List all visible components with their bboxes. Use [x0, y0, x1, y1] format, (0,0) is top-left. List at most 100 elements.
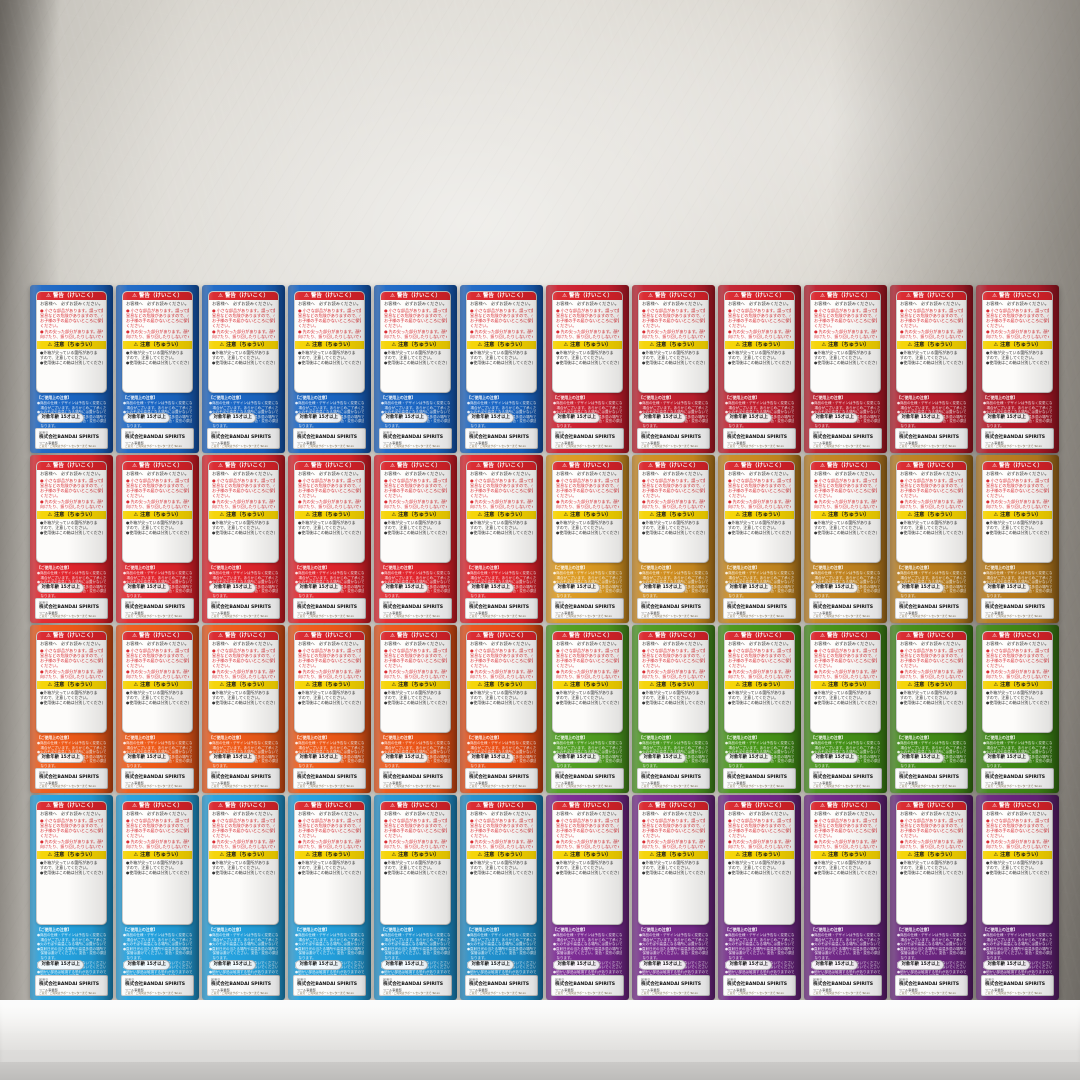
caution-line: ●使用後はこの箱は分別してください。 [470, 360, 533, 366]
bullet-icon: ● [986, 498, 990, 504]
warning-red-line: 窒息などの危険がありますので、小さな [126, 823, 189, 828]
warning-red-line: ●小さな部品があります。誤って飲み込むと [126, 648, 189, 653]
caution-line: ●使用後はこの箱は分別してください。 [642, 700, 705, 706]
caution-line: ●使用後はこの箱は分別してください。 [900, 530, 963, 536]
warning-red-line: お子様の手の届かないところに保管して [642, 828, 705, 833]
bullet-icon: ● [556, 307, 560, 313]
product-box[interactable]: ⚠ 警告（けいこく） お客様へ 必ずお読みください。 ● 小さな部品があります。誤って… [976, 625, 1059, 793]
warning-red-line: 向けたり、振り回したりしないでください。 [556, 334, 619, 339]
product-box[interactable]: ⚠ 警告（けいこく） お客様へ 必ずお読みください。 ● 小さな部品があります。誤って… [976, 455, 1059, 623]
product-box[interactable]: ⚠ 警告（けいこく） お客様へ 必ずお読みください。 ● 小さな部品があります。誤って… [30, 285, 113, 453]
warning-red-line-text: ください。 [40, 323, 61, 329]
usage-note-line: 場合がございます。あらかじめご了承ください。 [384, 405, 450, 410]
product-box[interactable]: ⚠ 警告（けいこく） お客様へ 必ずお読みください。 ● 小さな部品があります。誤って… [804, 285, 887, 453]
product-box[interactable]: ⚠ 警告（けいこく） お客様へ 必ずお読みください。 ● 小さな部品があります。誤って… [718, 625, 801, 793]
usage-notes-title: 【ご使用上の注意】 [295, 735, 330, 740]
usage-notes-title: 【ご使用上の注意】 [553, 565, 588, 570]
product-box[interactable]: ⚠ 警告（けいこく） お客様へ 必ずお読みください。 ● 小さな部品があります。誤って… [890, 795, 973, 1000]
warning-red-line-text: 向けたり、振り回したりしないでください。 [728, 674, 791, 680]
warning-red-line-text: お子様の手の届かないところに保管して [556, 828, 619, 834]
product-box[interactable]: ⚠ 警告（けいこく） お客様へ 必ずお読みください。 ● 小さな部品があります。誤って… [116, 285, 199, 453]
product-box[interactable]: ⚠ 警告（けいこく） お客様へ 必ずお読みください。 ● 小さな部品があります。誤って… [30, 795, 113, 1000]
product-box[interactable]: ⚠ 警告（けいこく） お客様へ 必ずお読みください。 ● 小さな部品があります。誤って… [460, 625, 543, 793]
warning-label-card: ⚠ 警告（けいこく） お客様へ 必ずお読みください。 ● 小さな部品があります。誤って… [294, 801, 365, 925]
usage-note-line: ●火のそばや高温になる場所には置かないでください。 [553, 750, 622, 755]
product-box[interactable]: ⚠ 警告（けいこく） お客様へ 必ずお読みください。 ● 小さな部品があります。誤って… [374, 455, 457, 623]
warning-red-body: ●小さな部品があります。誤って飲み込むと窒息などの危険がありますので、小さなお子… [295, 478, 364, 511]
maker-kicker: 販売元 [813, 600, 823, 605]
warning-red-line: 向けたり、振り回したりしないでください。 [556, 844, 619, 849]
warning-label-card: ⚠ 警告（けいこく） お客様へ 必ずお読みください。 ● 小さな部品があります。誤って… [466, 631, 537, 733]
product-box[interactable]: ⚠ 警告（けいこく） お客様へ 必ずお読みください。 ● 小さな部品があります。誤って… [632, 285, 715, 453]
caution-line: すので、注意してください。 [556, 355, 607, 361]
warning-red-line-text: ください。 [728, 663, 749, 669]
product-box[interactable]: ⚠ 警告（けいこく） お客様へ 必ずお読みください。 ● 小さな部品があります。誤って… [374, 795, 457, 1000]
product-box[interactable]: ⚠ 警告（けいこく） お客様へ 必ずお読みください。 ● 小さな部品があります。誤って… [718, 795, 801, 1000]
product-box[interactable]: ⚠ 警告（けいこく） お客様へ 必ずお読みください。 ● 小さな部品があります。誤って… [202, 795, 285, 1000]
product-box[interactable]: ⚠ 警告（けいこく） お客様へ 必ずお読みください。 ● 小さな部品があります。誤って… [116, 455, 199, 623]
product-box[interactable]: ⚠ 警告（けいこく） お客様へ 必ずお読みください。 ● 小さな部品があります。誤って… [460, 795, 543, 1000]
product-box[interactable]: ⚠ 警告（けいこく） お客様へ 必ずお読みください。 ● 小さな部品があります。誤って… [718, 455, 801, 623]
warning-red-line-text: 先の尖った部分があります。顔や目に [646, 498, 705, 504]
product-box[interactable]: ⚠ 警告（けいこく） お客様へ 必ずお読みください。 ● 小さな部品があります。誤って… [804, 625, 887, 793]
maker-contact: ご意見・ご質問はサポートセンターまで Tel.xx [813, 784, 870, 789]
caution-line: ●外箱が尖っている箇所がありま [728, 350, 786, 356]
product-box[interactable]: ⚠ 警告（けいこく） お客様へ 必ずお読みください。 ● 小さな部品があります。誤って… [116, 795, 199, 1000]
product-box[interactable]: ⚠ 警告（けいこく） お客様へ 必ずお読みください。 ● 小さな部品があります。誤って… [460, 285, 543, 453]
product-box[interactable]: ⚠ 警告（けいこく） お客様へ 必ずお読みください。 ● 小さな部品があります。誤って… [546, 285, 629, 453]
warning-red-line: ●小さな部品があります。誤って飲み込むと [470, 818, 533, 823]
product-box[interactable]: ⚠ 警告（けいこく） お客様へ 必ずお読みください。 ● 小さな部品があります。誤って… [976, 285, 1059, 453]
product-box[interactable]: ⚠ 警告（けいこく） お客様へ 必ずお読みください。 ● 小さな部品があります。誤って… [890, 285, 973, 453]
product-box[interactable]: ⚠ 警告（けいこく） お客様へ 必ずお読みください。 ● 小さな部品があります。誤って… [546, 455, 629, 623]
product-box[interactable]: ⚠ 警告（けいこく） お客様へ 必ずお読みください。 ● 小さな部品があります。誤って… [890, 625, 973, 793]
product-box[interactable]: ⚠ 警告（けいこく） お客様へ 必ずお読みください。 ● 小さな部品があります。誤って… [632, 625, 715, 793]
warning-red-line: ください。 [728, 323, 791, 328]
product-box[interactable]: ⚠ 警告（けいこく） お客様へ 必ずお読みください。 ● 小さな部品があります。誤って… [460, 455, 543, 623]
product-box[interactable]: ⚠ 警告（けいこく） お客様へ 必ずお読みください。 ● 小さな部品があります。誤って… [374, 625, 457, 793]
warning-red-line-text: 向けたり、振り回したりしないでください。 [814, 504, 877, 510]
product-box[interactable]: ⚠ 警告（けいこく） お客様へ 必ずお読みください。 ● 小さな部品があります。誤って… [718, 285, 801, 453]
product-box[interactable]: ⚠ 警告（けいこく） お客様へ 必ずお読みください。 ● 小さな部品があります。誤って… [30, 455, 113, 623]
product-box[interactable]: ⚠ 警告（けいこく） お客様へ 必ずお読みください。 ● 小さな部品があります。誤って… [202, 455, 285, 623]
product-box[interactable]: ⚠ 警告（けいこく） お客様へ 必ずお読みください。 ● 小さな部品があります。誤って… [202, 285, 285, 453]
age-rating-badge: 対象年齢 15才以上 [897, 960, 945, 970]
product-box[interactable]: ⚠ 警告（けいこく） お客様へ 必ずお読みください。 ● 小さな部品があります。誤って… [976, 795, 1059, 1000]
product-box[interactable]: ⚠ 警告（けいこく） お客様へ 必ずお読みください。 ● 小さな部品があります。誤って… [632, 795, 715, 1000]
product-box[interactable]: ⚠ 警告（けいこく） お客様へ 必ずお読みください。 ● 小さな部品があります。誤って… [546, 625, 629, 793]
warning-red-line-text: 先の尖った部分があります。顔や目に [302, 838, 361, 844]
product-box[interactable]: ⚠ 警告（けいこく） お客様へ 必ずお読みください。 ● 小さな部品があります。誤って… [202, 625, 285, 793]
usage-note-line: ●商品の仕様・デザインは予告なく変更になる [983, 933, 1052, 937]
warning-red-line-text: 向けたり、振り回したりしないでください。 [986, 674, 1049, 680]
product-box[interactable]: ⚠ 警告（けいこく） お客様へ 必ずお読みください。 ● 小さな部品があります。誤って… [30, 625, 113, 793]
warning-red-body: ●小さな部品があります。誤って飲み込むと窒息などの危険がありますので、小さなお子… [123, 308, 192, 341]
usage-note-line: 場合がございます。あらかじめご了承ください。 [298, 937, 364, 942]
product-box[interactable]: ⚠ 警告（けいこく） お客様へ 必ずお読みください。 ● 小さな部品があります。誤って… [804, 795, 887, 1000]
product-box[interactable]: ⚠ 警告（けいこく） お客様へ 必ずお読みください。 ● 小さな部品があります。誤って… [116, 625, 199, 793]
warning-red-line: ください。 [126, 323, 189, 328]
maker-kicker: 販売元 [727, 600, 737, 605]
warning-lead-text: お客様へ 必ずお読みください。 [40, 301, 103, 307]
product-box[interactable]: ⚠ 警告（けいこく） お客様へ 必ずお読みください。 ● 小さな部品があります。誤って… [288, 285, 371, 453]
warning-red-line-text: 先の尖った部分があります。顔や目に [130, 838, 189, 844]
warning-header: ⚠ 警告（けいこく） [983, 462, 1052, 470]
caution-body: ●外箱が尖っている箇所がありま すので、注意してください。 ●使用後はこの箱は分別し… [295, 519, 364, 538]
maker-label: 販売元 株式会社BANDAI SPIRITS ツール事業部 ご意見・ご質問はサポートセ… [207, 598, 280, 619]
age-rating-badge: 対象年齢 15才以上 [725, 413, 773, 423]
product-box[interactable]: ⚠ 警告（けいこく） お客様へ 必ずお読みください。 ● 小さな部品があります。誤って… [288, 455, 371, 623]
caution-header: ⚠ 注意（ちゅうい） [295, 850, 364, 859]
product-box[interactable]: ⚠ 警告（けいこく） お客様へ 必ずお読みください。 ● 小さな部品があります。誤って… [804, 455, 887, 623]
product-box[interactable]: ⚠ 警告（けいこく） お客様へ 必ずお読みください。 ● 小さな部品があります。誤って… [632, 455, 715, 623]
maker-contact: ご意見・ご質問はサポートセンターまで Tel.xx [985, 444, 1042, 449]
caution-body: ●外箱が尖っている箇所がありま すので、注意してください。 ●使用後はこの箱は分別し… [467, 859, 536, 878]
product-box[interactable]: ⚠ 警告（けいこく） お客様へ 必ずお読みください。 ● 小さな部品があります。誤って… [374, 285, 457, 453]
warning-red-line-text: ください。 [470, 833, 491, 839]
product-box[interactable]: ⚠ 警告（けいこく） お客様へ 必ずお読みください。 ● 小さな部品があります。誤って… [546, 795, 629, 1000]
product-box[interactable]: ⚠ 警告（けいこく） お客様へ 必ずお読みください。 ● 小さな部品があります。誤って… [288, 795, 371, 1000]
usage-note-line: 場合がございます。あらかじめご了承ください。 [384, 745, 450, 750]
usage-note-line: 場合がございます。あらかじめご了承ください。 [470, 405, 536, 410]
product-box[interactable]: ⚠ 警告（けいこく） お客様へ 必ずお読みください。 ● 小さな部品があります。誤って… [288, 625, 371, 793]
warning-red-line-text: 窒息などの危険がありますので、小さな [814, 312, 877, 318]
product-box[interactable]: ⚠ 警告（けいこく） お客様へ 必ずお読みください。 ● 小さな部品があります。誤って… [890, 455, 973, 623]
warning-red-line-text: お子様の手の届かないところに保管して [986, 488, 1049, 494]
warning-header: ⚠ 警告（けいこく） [295, 802, 364, 810]
